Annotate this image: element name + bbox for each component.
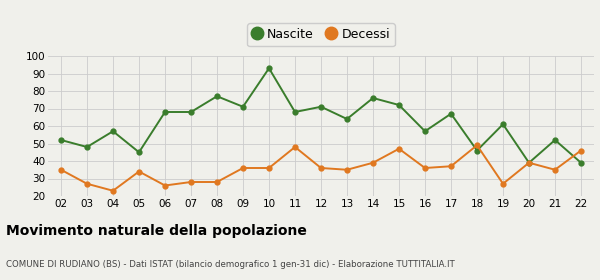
- Decessi: [292, 145, 299, 149]
- Decessi: [370, 161, 377, 164]
- Decessi: [58, 168, 65, 171]
- Nascite: [136, 151, 143, 154]
- Legend: Nascite, Decessi: Nascite, Decessi: [247, 23, 395, 46]
- Decessi: [109, 189, 116, 192]
- Decessi: [136, 170, 143, 173]
- Nascite: [265, 67, 272, 70]
- Decessi: [448, 165, 455, 168]
- Nascite: [499, 123, 506, 126]
- Nascite: [187, 110, 194, 114]
- Nascite: [343, 117, 350, 121]
- Text: Movimento naturale della popolazione: Movimento naturale della popolazione: [6, 224, 307, 238]
- Nascite: [551, 138, 559, 142]
- Text: COMUNE DI RUDIANO (BS) - Dati ISTAT (bilancio demografico 1 gen-31 dic) - Elabor: COMUNE DI RUDIANO (BS) - Dati ISTAT (bil…: [6, 260, 455, 269]
- Line: Nascite: Nascite: [59, 66, 583, 165]
- Decessi: [577, 149, 584, 152]
- Decessi: [161, 184, 169, 187]
- Decessi: [395, 147, 403, 150]
- Decessi: [473, 144, 481, 147]
- Nascite: [473, 149, 481, 152]
- Line: Decessi: Decessi: [59, 143, 583, 193]
- Nascite: [239, 105, 247, 108]
- Decessi: [317, 166, 325, 170]
- Nascite: [83, 145, 91, 149]
- Decessi: [551, 168, 559, 171]
- Decessi: [421, 166, 428, 170]
- Decessi: [239, 166, 247, 170]
- Nascite: [577, 161, 584, 164]
- Nascite: [526, 161, 533, 164]
- Decessi: [343, 168, 350, 171]
- Nascite: [161, 110, 169, 114]
- Decessi: [499, 182, 506, 185]
- Decessi: [214, 180, 221, 184]
- Nascite: [448, 112, 455, 115]
- Decessi: [187, 180, 194, 184]
- Nascite: [370, 96, 377, 100]
- Nascite: [395, 103, 403, 107]
- Decessi: [526, 161, 533, 164]
- Nascite: [214, 95, 221, 98]
- Nascite: [317, 105, 325, 108]
- Decessi: [265, 166, 272, 170]
- Nascite: [109, 130, 116, 133]
- Nascite: [421, 130, 428, 133]
- Nascite: [58, 138, 65, 142]
- Nascite: [292, 110, 299, 114]
- Decessi: [83, 182, 91, 185]
